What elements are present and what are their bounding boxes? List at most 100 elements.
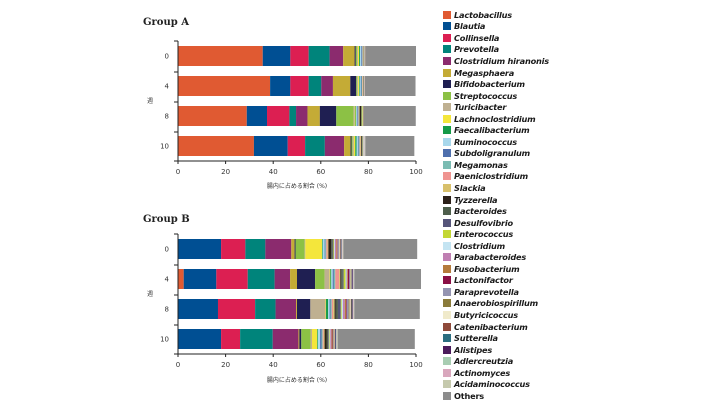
bar-segment-megamonas — [321, 329, 323, 349]
legend-item-subdoligranulum: Subdoligranulum — [443, 148, 549, 160]
bar-segment-desulfovibrio — [337, 299, 341, 319]
bar-segment-desulfovibrio — [332, 239, 334, 259]
bar-segment-clostridium — [334, 239, 335, 259]
x-tick-label: 100 — [409, 168, 422, 176]
legend-label: Lactobacillus — [454, 9, 512, 20]
bar-segment-turicibacter — [357, 76, 359, 96]
bar-segment-clostridium-hiranonis — [296, 106, 308, 126]
legend-swatch — [443, 45, 451, 54]
legend-swatch — [443, 391, 451, 400]
bar-row-week-8 — [178, 106, 416, 126]
legend-label: Fusobacterium — [454, 263, 520, 274]
bar-segment-prevotella — [308, 76, 322, 96]
bar-segment-tyzzerella — [340, 269, 342, 289]
bar-segment-blautia — [178, 299, 218, 319]
legend-label: Paraprevotella — [454, 286, 519, 297]
legend-label: Clostridium hiranonis — [454, 55, 549, 66]
bar-segment-faecalibacterium — [359, 76, 360, 96]
bar-row-week-10 — [178, 136, 415, 156]
bar-segment-collinsella — [290, 46, 309, 66]
bar-segment-streptococcus — [301, 329, 311, 349]
legend-label: Ruminococcus — [454, 136, 517, 147]
legend-item-tyzzerella: Tyzzerella — [443, 194, 549, 206]
bar-segment-bifidobacterium — [297, 269, 316, 289]
legend-swatch — [443, 345, 451, 354]
bar-segment-anaerobiospirillum — [348, 299, 350, 319]
legend-swatch — [443, 264, 451, 273]
bar-segment-streptococcus — [351, 136, 353, 156]
bar-segment-megamonas — [361, 76, 363, 96]
bar-segment-subdoligranulum — [320, 329, 322, 349]
bar-segment-clostridium — [329, 329, 331, 349]
legend-label: Butyricicoccus — [454, 309, 518, 320]
bar-segment-alistipes — [352, 269, 353, 289]
legend-label: Megamonas — [454, 159, 508, 170]
legend-swatch — [443, 357, 451, 366]
legend-swatch — [443, 218, 451, 227]
bar-segment-megasphaera — [344, 136, 351, 156]
bar-segment-paeniclostridium — [335, 269, 340, 289]
y-tick-label: 10 — [160, 143, 169, 151]
bar-segment-ruminococcus — [356, 106, 358, 126]
y-tick-label: 0 — [165, 246, 169, 254]
bar-segment-faecalibacterium — [321, 239, 323, 259]
bar-segment-slackia — [333, 299, 335, 319]
bar-segment-bifidobacterium — [319, 106, 337, 126]
legend-item-paeniclostridium: Paeniclostridium — [443, 171, 549, 183]
y-tick-label: 8 — [165, 113, 169, 121]
legend-item-clostridium-hiranonis: Clostridium hiranonis — [443, 55, 549, 67]
legend: Lactobacillus Blautia Collinsella Prevotell… — [443, 9, 549, 402]
legend-swatch — [443, 299, 451, 308]
bar-segment-turicibacter — [352, 136, 354, 156]
legend-swatch — [443, 91, 451, 100]
x-tick-label: 60 — [316, 361, 325, 369]
legend-swatch — [443, 68, 451, 77]
bar-segment-butyricicoccus — [333, 329, 335, 349]
legend-label: Catenibacterium — [454, 321, 528, 332]
bar-segment-others — [354, 299, 420, 319]
bar-segment-catenibacterium — [350, 299, 352, 319]
legend-label: Anaerobiospirillum — [454, 298, 538, 309]
legend-swatch — [443, 103, 451, 112]
bar-segment-blautia — [183, 269, 217, 289]
legend-item-faecalibacterium: Faecalibacterium — [443, 124, 549, 136]
bar-segment-others — [363, 106, 416, 126]
bar-row-week-0 — [178, 239, 418, 259]
bar-segment-alistipes — [351, 299, 353, 319]
bar-segment-blautia — [178, 329, 222, 349]
legend-item-sutterella: Sutterella — [443, 332, 549, 344]
bar-segment-paraprevotella — [337, 239, 339, 259]
bar-segment-parabacteroides — [330, 329, 332, 349]
legend-item-clostridium: Clostridium — [443, 240, 549, 252]
bar-segment-butyricicoccus — [339, 239, 341, 259]
legend-label: Alistipes — [454, 344, 493, 355]
bar-segment-parabacteroides — [334, 239, 337, 259]
y-axis-label: 週 — [147, 290, 153, 298]
bar-segment-megasphaera — [296, 299, 297, 319]
bar-segment-clostridium-hiranonis — [321, 76, 333, 96]
bar-segment-megamonas — [333, 269, 336, 289]
bar-segment-bifidobacterium — [294, 239, 296, 259]
bar-segment-lachnoclostridium — [357, 46, 360, 66]
bar-row-week-10 — [178, 329, 415, 349]
bar-segment-subdoligranulum — [360, 76, 362, 96]
bar-segment-collinsella — [221, 239, 246, 259]
bar-segment-bifidobacterium — [297, 299, 311, 319]
bar-segment-collinsella — [287, 136, 306, 156]
legend-swatch — [443, 253, 451, 262]
bar-segment-fusobacterium — [347, 269, 348, 289]
bar-segment-faecalibacterium — [317, 329, 318, 349]
legend-label: Bifidobacterium — [454, 79, 525, 90]
bar-segment-lachnoclostridium — [329, 269, 331, 289]
bar-segment-bifidobacterium — [350, 136, 352, 156]
legend-swatch — [443, 33, 451, 42]
bar-segment-lachnoclostridium — [311, 329, 318, 349]
bar-row-week-4 — [178, 76, 416, 96]
bar-segment-paeniclostridium — [326, 239, 328, 259]
bar-segment-subdoligranulum — [361, 46, 362, 66]
legend-swatch — [443, 56, 451, 65]
legend-label: Paeniclostridium — [454, 171, 528, 182]
legend-label: Sutterella — [454, 333, 498, 344]
